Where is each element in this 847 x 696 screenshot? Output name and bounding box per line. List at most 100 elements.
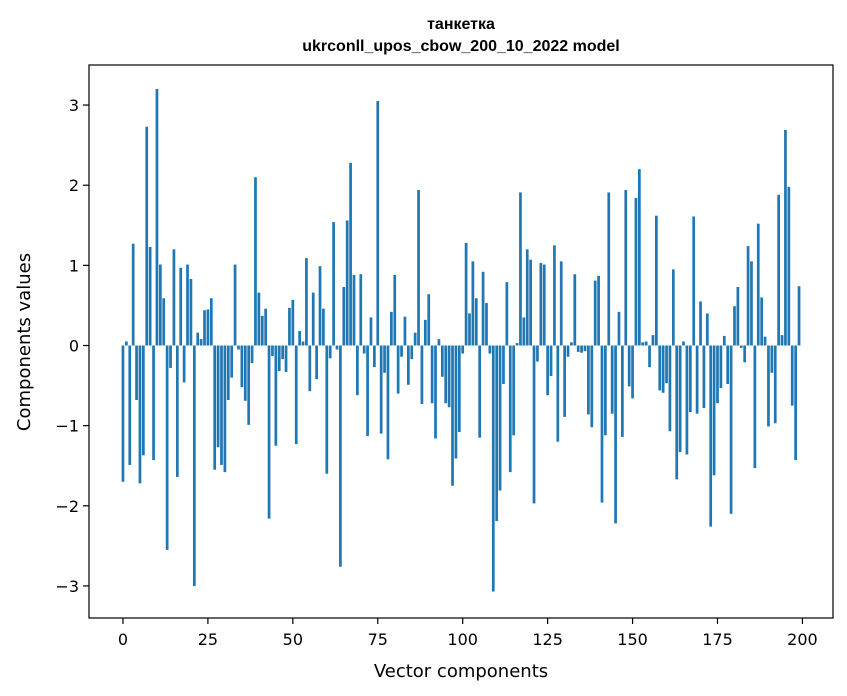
bar [556, 345, 560, 442]
bar [417, 190, 420, 346]
bar [254, 177, 257, 346]
bars-group [121, 89, 801, 592]
bar [362, 345, 366, 354]
bar [658, 345, 662, 391]
y-axis: 3 2 1 0 −1 −2 −3 [55, 96, 89, 596]
x-tick-label: 150 [617, 630, 648, 649]
bar [699, 301, 702, 346]
bar [733, 306, 736, 346]
bar [386, 345, 390, 460]
bar [784, 129, 787, 346]
bar [610, 345, 614, 414]
chart-title: танкетка [427, 16, 495, 33]
bar [495, 345, 499, 522]
bar [743, 345, 747, 363]
bar [770, 345, 774, 373]
bar [339, 345, 342, 567]
bar [366, 345, 369, 437]
bar [573, 274, 577, 346]
bar [471, 261, 475, 346]
x-tick-label: 25 [198, 630, 218, 649]
bar [186, 264, 189, 346]
bar [682, 341, 685, 346]
bar [529, 259, 532, 346]
bar [288, 307, 291, 346]
x-tick-label: 50 [283, 630, 303, 649]
bar [536, 345, 539, 362]
bar [423, 319, 427, 346]
bar [356, 345, 359, 396]
bar [206, 309, 210, 346]
bar [522, 317, 526, 346]
y-tick-label: −3 [55, 577, 79, 596]
bar [332, 222, 335, 346]
bar [563, 345, 566, 417]
bar [780, 335, 784, 346]
bar [318, 266, 322, 346]
bar [335, 345, 339, 350]
bar [223, 345, 227, 473]
bar [179, 267, 183, 346]
x-tick-label: 100 [447, 630, 478, 649]
bar [512, 345, 516, 436]
bar [661, 345, 665, 393]
bar [237, 345, 240, 350]
bar [281, 345, 284, 360]
bar [678, 345, 682, 453]
bar [570, 342, 573, 346]
bar [685, 345, 689, 455]
bar [264, 308, 268, 346]
bar [125, 341, 128, 346]
bar [644, 341, 648, 346]
bar [328, 345, 332, 359]
y-tick-label: 0 [69, 337, 79, 356]
bar [525, 249, 529, 346]
bar [420, 345, 424, 405]
bar [760, 297, 764, 346]
bar [546, 345, 549, 396]
bar [597, 275, 600, 346]
bar [315, 345, 318, 380]
bar [726, 345, 730, 384]
bar [648, 345, 651, 368]
bar [712, 345, 716, 476]
bar [559, 261, 563, 346]
bar [451, 345, 454, 486]
bar [131, 243, 135, 346]
bar [203, 310, 206, 346]
bar [729, 345, 733, 514]
bar [396, 345, 400, 394]
bar [135, 345, 138, 401]
y-tick-label: 1 [69, 256, 79, 275]
bar [790, 345, 794, 406]
bar [250, 345, 254, 364]
bar [440, 345, 444, 377]
x-axis-label: Vector components [374, 661, 548, 682]
bar [508, 345, 512, 473]
bar [631, 345, 634, 399]
bar [539, 262, 543, 346]
bar [311, 292, 315, 346]
bar [478, 345, 482, 438]
bar [175, 345, 179, 477]
x-tick-label: 75 [368, 630, 388, 649]
bar [410, 345, 414, 360]
bar [474, 298, 478, 346]
y-tick-label: −2 [55, 497, 79, 516]
y-tick-label: −1 [55, 417, 79, 436]
bar [461, 345, 465, 354]
bar [457, 345, 461, 433]
bar [172, 249, 176, 346]
bar [182, 345, 186, 383]
bar [284, 345, 288, 372]
bar [209, 298, 213, 346]
bar [587, 345, 590, 415]
bar [773, 345, 777, 424]
bar [216, 345, 220, 448]
bar [464, 242, 468, 346]
bar [454, 345, 458, 459]
bar [607, 192, 611, 346]
bar [777, 194, 780, 346]
